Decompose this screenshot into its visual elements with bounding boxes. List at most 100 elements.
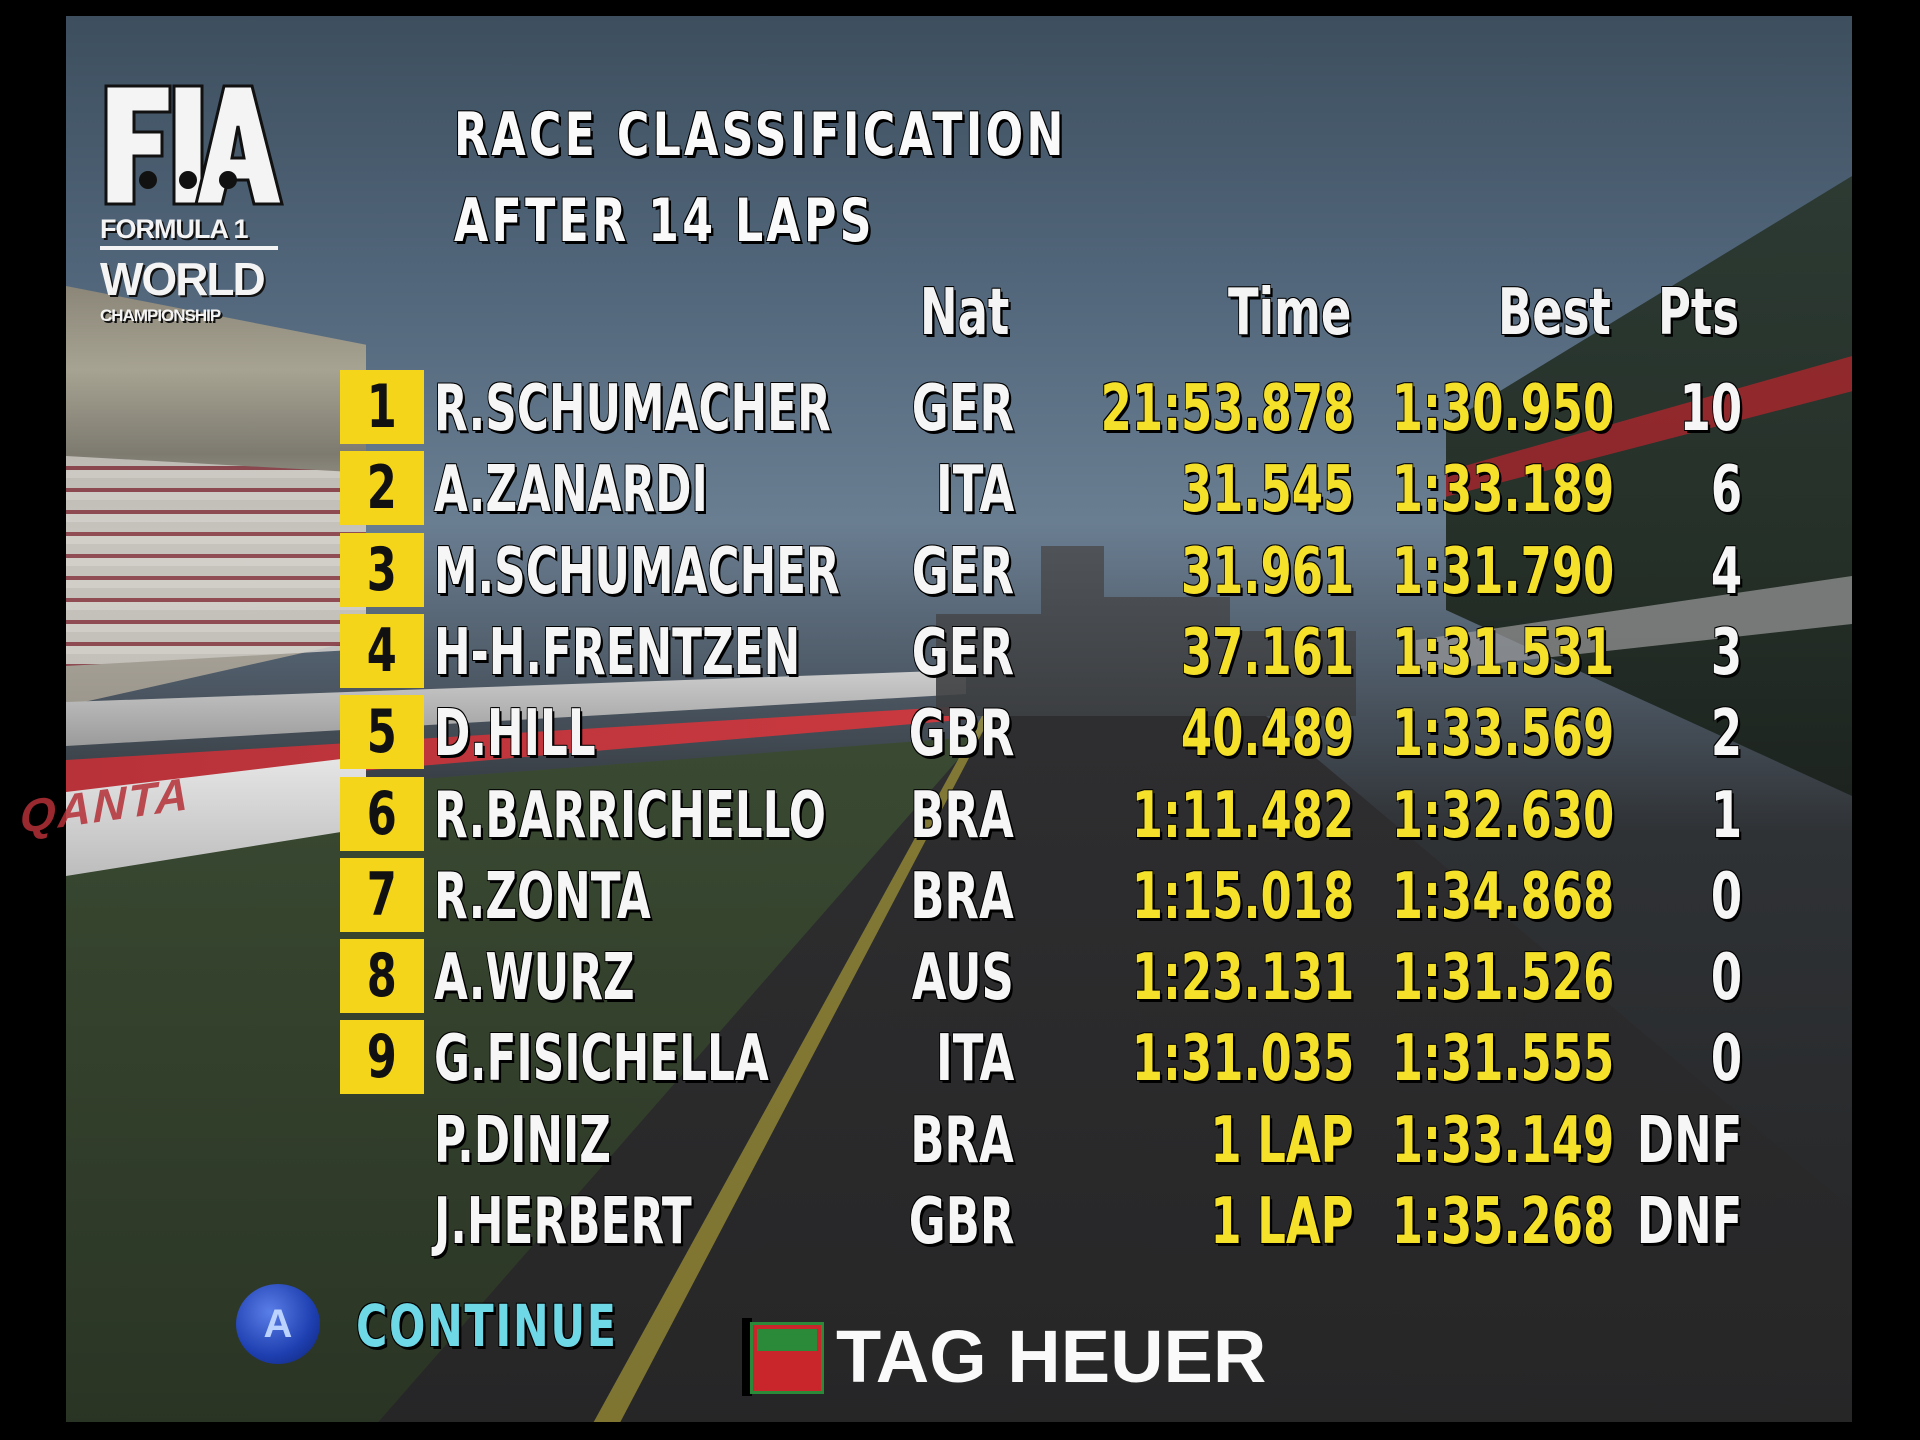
best-lap: 1:35.268 <box>1391 1185 1614 1259</box>
table-row: 2 A.ZANARDI ITA 31.545 1:33.189 6 <box>0 451 1920 531</box>
position-badge: 7 <box>340 857 424 932</box>
driver-nationality: GER <box>911 615 1014 690</box>
race-time: 40.489 <box>1180 697 1354 772</box>
position-number: 9 <box>366 1022 398 1093</box>
fia-letters <box>104 84 284 206</box>
best-lap: 1:33.189 <box>1391 453 1614 528</box>
position-number: 1 <box>366 372 398 442</box>
driver-nationality: AUS <box>911 941 1014 1016</box>
position-number: 3 <box>366 534 398 605</box>
best-lap: 1:33.569 <box>1391 697 1614 772</box>
driver-nationality: ITA <box>935 453 1014 528</box>
race-time: 1 LAP <box>1210 1103 1354 1178</box>
grandstand-seats <box>66 456 366 666</box>
game-screen <box>66 16 1852 1422</box>
race-time: 21:53.878 <box>1100 372 1354 446</box>
points: DNF <box>1636 1103 1742 1178</box>
position-badge: 9 <box>340 1020 424 1095</box>
table-row: 8 A.WURZ AUS 1:23.131 1:31.526 0 <box>0 939 1920 1019</box>
fia-logo-icon: FORMULA 1 WORLD CHAMPIONSHIP <box>100 76 290 348</box>
best-lap: 1:32.630 <box>1391 778 1614 853</box>
table-row: 1 R.SCHUMACHER GER 21:53.878 1:30.950 10 <box>0 370 1920 450</box>
driver-nationality: GBR <box>908 697 1014 772</box>
table-row: 6 R.BARRICHELLO BRA 1:11.482 1:32.630 1 <box>0 776 1920 857</box>
best-lap: 1:31.555 <box>1391 1022 1614 1097</box>
driver-name: D.HILL <box>434 697 596 772</box>
driver-name: H-H.FRENTZEN <box>434 615 801 690</box>
race-time: 1:23.131 <box>1131 941 1354 1016</box>
race-time: 37.161 <box>1180 615 1354 690</box>
driver-name: R.SCHUMACHER <box>434 372 831 446</box>
tag-heuer-logo-icon <box>750 1322 824 1394</box>
points: 2 <box>1710 697 1742 772</box>
driver-name: M.SCHUMACHER <box>434 534 840 609</box>
points: 1 <box>1710 778 1742 853</box>
table-row: 7 R.ZONTA BRA 1:15.018 1:34.868 0 <box>0 857 1920 938</box>
points: 10 <box>1679 372 1742 446</box>
logo-world-text: WORLD <box>100 253 266 305</box>
table-row: J.HERBERT GBR 1 LAP 1:35.268 DNF <box>0 1183 1920 1263</box>
race-time: 1:15.018 <box>1131 859 1354 934</box>
driver-name: R.ZONTA <box>434 859 651 934</box>
page-subtitle: AFTER 14 LAPS <box>454 186 875 256</box>
driver-name: R.BARRICHELLO <box>434 778 826 853</box>
continue-button[interactable]: CONTINUE <box>356 1292 618 1360</box>
position-badge: 2 <box>340 451 424 526</box>
a-button-icon[interactable]: A <box>236 1284 320 1364</box>
position-badge: 8 <box>340 939 424 1014</box>
points: 4 <box>1710 534 1742 609</box>
table-row: 9 G.FISICHELLA ITA 1:31.035 1:31.555 0 <box>0 1020 1920 1100</box>
driver-name: G.FISICHELLA <box>434 1022 769 1097</box>
logo-divider <box>100 246 278 250</box>
driver-name: A.ZANARDI <box>434 453 708 528</box>
position-number: 7 <box>366 859 398 930</box>
column-header-nat: Nat <box>920 276 1010 350</box>
driver-nationality: BRA <box>910 778 1014 853</box>
logo-championship-text: CHAMPIONSHIP <box>100 306 221 325</box>
best-lap: 1:33.149 <box>1391 1103 1614 1178</box>
best-lap: 1:34.868 <box>1391 859 1614 934</box>
table-row: 4 H-H.FRENTZEN GER 37.161 1:31.531 3 <box>0 613 1920 694</box>
table-row: P.DINIZ BRA 1 LAP 1:33.149 DNF <box>0 1102 1920 1182</box>
race-time: 1 LAP <box>1210 1185 1354 1259</box>
position-badge: 6 <box>340 776 424 851</box>
race-time: 31.961 <box>1180 534 1354 609</box>
driver-nationality: BRA <box>910 859 1014 934</box>
race-time: 31.545 <box>1180 453 1354 528</box>
column-header-best: Best <box>1498 276 1611 350</box>
position-number: 4 <box>366 615 398 686</box>
points: DNF <box>1636 1185 1742 1259</box>
table-row: 3 M.SCHUMACHER GER 31.961 1:31.790 4 <box>0 532 1920 613</box>
sponsor-name: TAG HEUER <box>836 1315 1267 1398</box>
driver-nationality: GER <box>911 372 1014 446</box>
points: 6 <box>1710 453 1742 528</box>
points: 0 <box>1710 941 1742 1016</box>
best-lap: 1:31.531 <box>1391 615 1614 690</box>
position-number: 2 <box>366 453 398 524</box>
driver-nationality: BRA <box>910 1103 1014 1178</box>
logo-formula-text: FORMULA 1 <box>100 214 248 244</box>
best-lap: 1:31.790 <box>1391 534 1614 609</box>
driver-name: J.HERBERT <box>434 1185 692 1259</box>
race-time: 1:31.035 <box>1131 1022 1354 1097</box>
position-number: 8 <box>366 941 398 1012</box>
points: 0 <box>1710 859 1742 934</box>
position-number: 6 <box>366 778 398 849</box>
driver-nationality: GBR <box>908 1185 1014 1259</box>
driver-nationality: GER <box>911 534 1014 609</box>
position-badge: 4 <box>340 613 424 688</box>
position-badge: 5 <box>340 695 424 770</box>
driver-nationality: ITA <box>935 1022 1014 1097</box>
position-number: 5 <box>366 697 398 768</box>
column-header-time: Time <box>1228 276 1352 350</box>
driver-name: P.DINIZ <box>434 1103 611 1178</box>
points: 3 <box>1710 615 1742 690</box>
page-title: RACE CLASSIFICATION <box>454 100 1067 170</box>
position-badge: 3 <box>340 532 424 607</box>
driver-name: A.WURZ <box>434 941 635 1016</box>
best-lap: 1:30.950 <box>1391 372 1614 446</box>
position-badge: 1 <box>340 370 424 444</box>
table-row: 5 D.HILL GBR 40.489 1:33.569 2 <box>0 695 1920 775</box>
race-time: 1:11.482 <box>1131 778 1354 853</box>
column-header-pts: Pts <box>1658 276 1740 350</box>
